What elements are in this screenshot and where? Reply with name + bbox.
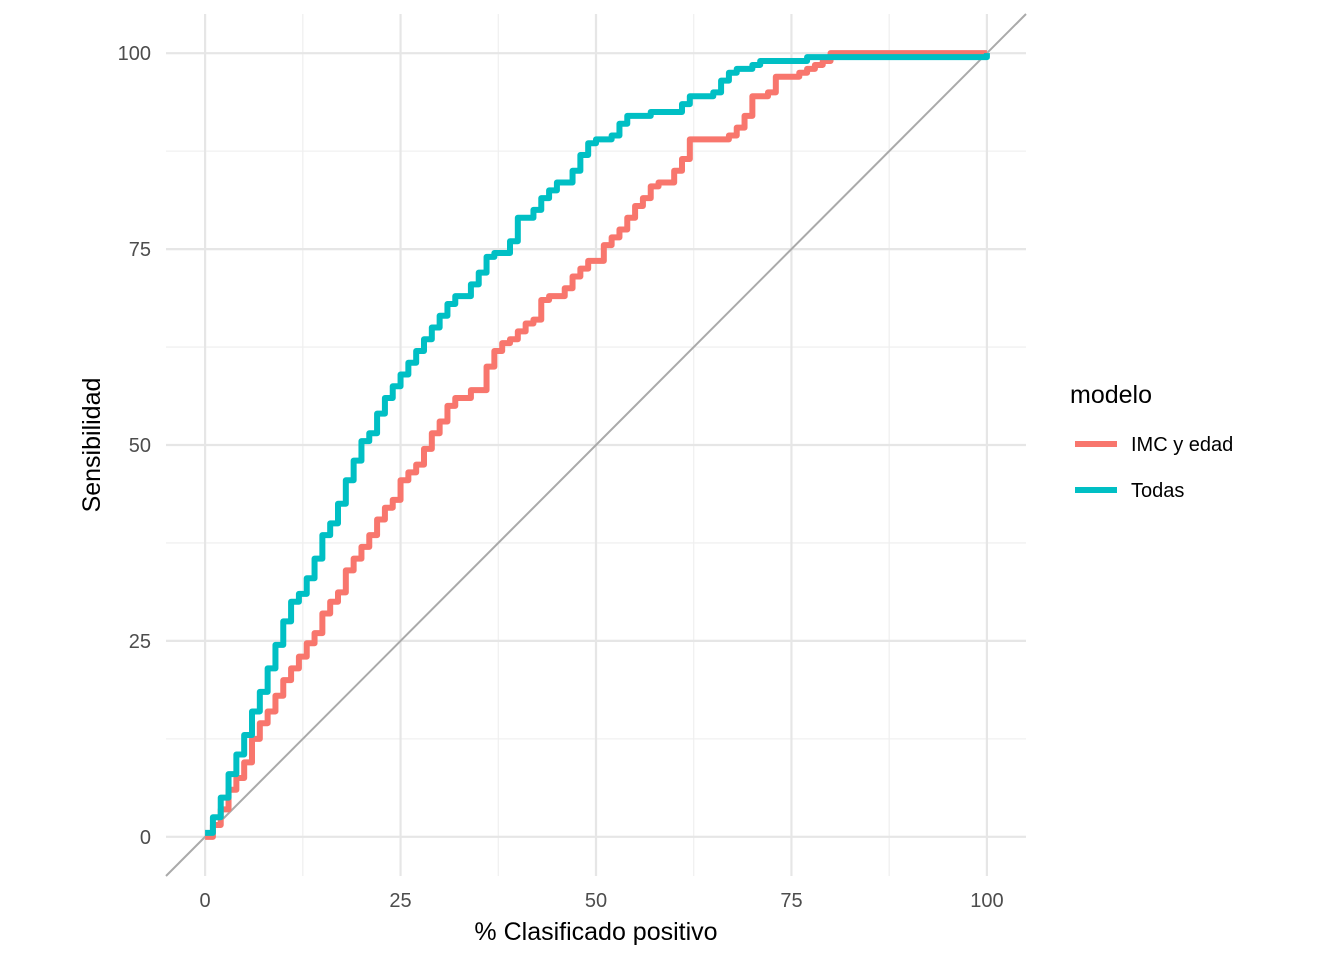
x-tick-label: 100 (970, 890, 1003, 912)
y-tick-label: 0 (140, 827, 151, 849)
legend: modelo IMC y edad Todas (1070, 381, 1233, 502)
legend-label-0: IMC y edad (1131, 434, 1233, 456)
y-tick-label: 50 (129, 435, 151, 457)
y-tick-label: 75 (129, 239, 151, 261)
x-tick-label: 0 (200, 890, 211, 912)
y-tick-label: 25 (129, 631, 151, 653)
y-tick-label: 100 (118, 43, 151, 65)
x-tick-label: 50 (585, 890, 607, 912)
reference-diagonal-line (165, 13, 1027, 877)
legend-label-1: Todas (1131, 480, 1184, 502)
x-tick-label: 25 (389, 890, 411, 912)
x-tick-label: 75 (780, 890, 802, 912)
y-tick-labels: 0 25 50 75 100 (118, 43, 151, 849)
x-axis-title: % Clasificado positivo (474, 918, 717, 946)
x-tick-labels: 0 25 50 75 100 (200, 890, 1004, 912)
major-gridlines (166, 14, 1026, 876)
y-axis-title: Sensibilidad (78, 378, 106, 513)
series-line-1 (205, 53, 990, 836)
series-line-0 (205, 50, 987, 840)
series-lines (205, 50, 990, 840)
legend-items: IMC y edad Todas (1075, 434, 1233, 502)
legend-title: modelo (1070, 381, 1152, 409)
